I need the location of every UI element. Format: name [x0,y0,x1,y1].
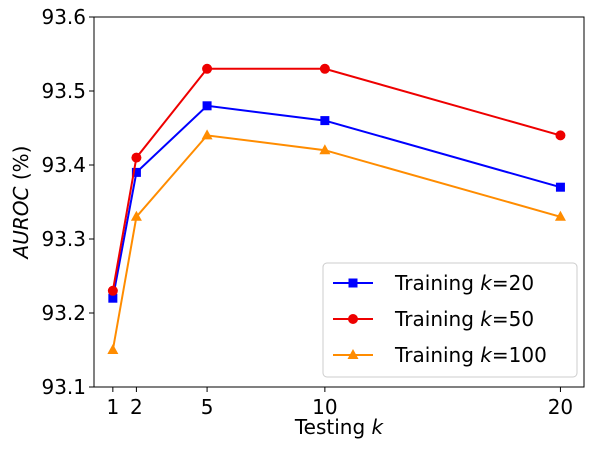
series-2 [107,129,566,354]
legend-label-suffix: =20 [492,271,534,295]
y-axis-title-variable: AUROC [9,186,33,260]
x-tick-label: 5 [201,395,214,419]
legend-item: Training k=50 [333,307,534,331]
data-point [107,285,118,296]
plot-area [107,63,566,354]
y-tick-label: 93.1 [41,375,86,399]
data-point [554,210,566,221]
legend-label-prefix: Training [394,271,480,295]
axis-ticks: 93.1 93.2 93.3 93.4 93.5 93.6 1 2 5 10 20 [41,5,573,419]
data-point [201,129,213,140]
data-point [319,144,331,155]
x-axis-title-prefix: Testing [294,415,372,439]
x-axis-title-variable: k [372,415,385,439]
legend-label: Training k=100 [394,343,547,367]
series-0 [108,101,565,303]
x-tick-label: 2 [130,395,143,419]
y-axis-title-suffix: (%) [9,146,33,187]
data-point [131,167,141,177]
y-tick-label: 93.4 [41,153,86,177]
data-point [202,101,212,111]
data-point [319,63,330,74]
legend-item: Training k=20 [333,271,534,295]
legend-label-prefix: Training [394,343,480,367]
x-axis-title: Testing k [294,415,385,439]
legend-marker [348,314,358,324]
legend-marker [347,349,359,359]
data-point [130,210,142,221]
data-point [555,130,566,141]
data-point [202,63,213,74]
series-1 [107,63,566,296]
y-tick-label: 93.6 [41,5,86,29]
legend-label-variable: k [480,271,493,295]
data-point [320,116,330,126]
legend-marker [348,278,358,288]
x-tick-label: 20 [548,395,573,419]
y-axis-title: AUROC (%) [9,146,33,261]
legend-label-suffix: =100 [492,343,547,367]
legend-label: Training k=50 [394,307,534,331]
legend-label-variable: k [480,343,493,367]
data-point [555,182,565,192]
legend-label-prefix: Training [394,307,480,331]
y-tick-label: 93.3 [41,227,86,251]
plot-frame [93,16,585,388]
legend-box [322,262,578,378]
legend-label-suffix: =50 [492,307,534,331]
x-tick-label: 10 [312,395,337,419]
legend-label: Training k=20 [394,271,534,295]
y-tick-label: 93.5 [41,79,86,103]
data-point [108,293,118,303]
legend-item: Training k=100 [333,343,547,367]
data-point [131,152,142,163]
legend-label-variable: k [480,307,493,331]
data-point [107,344,119,354]
y-tick-label: 93.2 [41,301,86,325]
x-tick-label: 1 [106,395,119,419]
series-line [111,67,561,291]
